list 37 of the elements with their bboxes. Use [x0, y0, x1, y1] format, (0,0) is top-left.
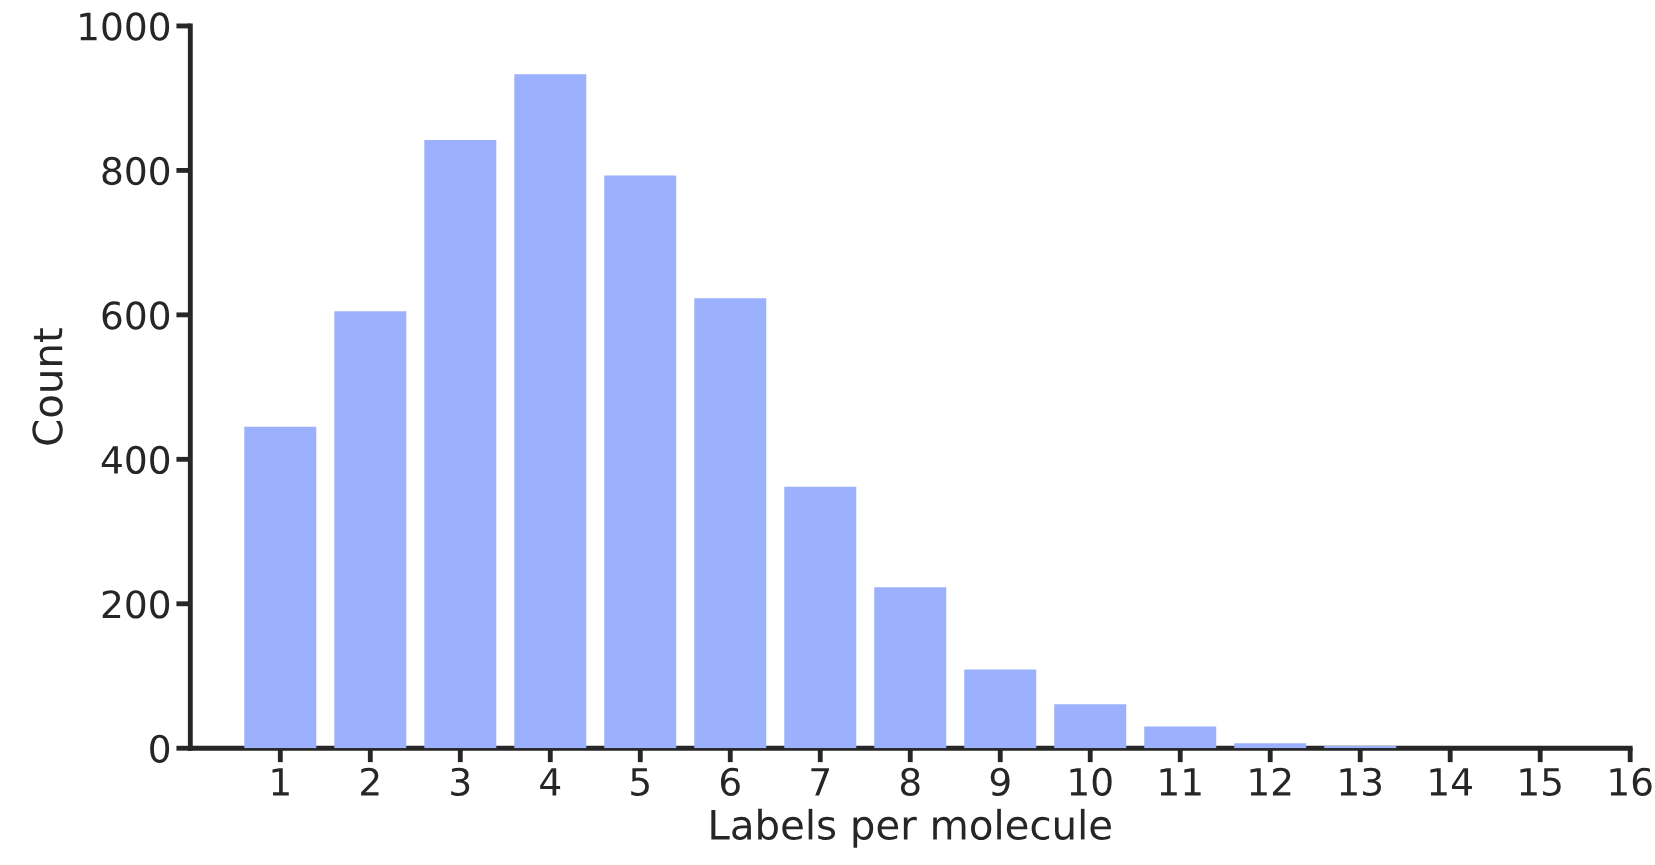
bar: [334, 311, 407, 749]
y-tick-label: 800: [102, 156, 170, 186]
y-tick-label: 1000: [80, 12, 170, 41]
x-tick-label: 2: [361, 767, 379, 796]
bar: [874, 587, 947, 749]
x-tick-label: 14: [1430, 768, 1472, 796]
bar: [1144, 726, 1217, 749]
bar: [1054, 704, 1127, 749]
bar: [424, 140, 497, 749]
x-tick-label: 7: [811, 768, 829, 796]
y-tick-label: 200: [102, 590, 170, 619]
x-tick-label: 8: [900, 767, 920, 796]
bar: [694, 298, 767, 749]
x-tick-label: 3: [451, 767, 470, 796]
x-tick-label: 10: [1070, 767, 1112, 796]
bar: [784, 486, 857, 749]
y-tick-label: 0: [150, 734, 170, 764]
x-tick-label: 11: [1160, 768, 1201, 796]
x-tick-label: 6: [720, 767, 740, 796]
x-axis-title: Labels per molecule: [711, 808, 1111, 848]
x-tick-label: 12: [1250, 767, 1291, 796]
y-tick-label: 400: [101, 445, 170, 475]
x-tick-label: 1: [272, 768, 289, 796]
bar: [1324, 746, 1397, 749]
y-axis-title: Count: [32, 328, 63, 445]
x-tick-label: 13: [1340, 767, 1382, 796]
x-tick-label: 4: [540, 768, 561, 796]
x-tick-label: 5: [631, 768, 649, 796]
y-tick-label: 600: [102, 301, 170, 330]
bar: [244, 426, 317, 749]
x-tick-label: 15: [1520, 768, 1561, 796]
bar: [964, 669, 1037, 749]
x-tick-label: 9: [990, 767, 1010, 796]
x-tick-label: 16: [1610, 767, 1652, 796]
bar: [604, 175, 677, 749]
bar: [1234, 743, 1307, 749]
bar: [514, 74, 587, 749]
